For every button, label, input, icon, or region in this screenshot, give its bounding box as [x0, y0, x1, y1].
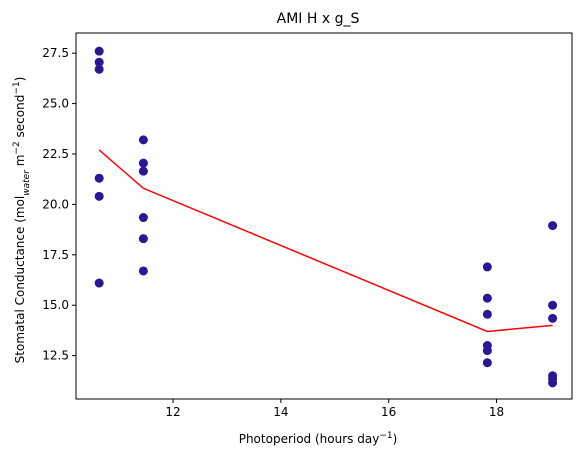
- x-tick-label: 14: [273, 405, 288, 419]
- x-axis-title-main: Photoperiod (hours day: [239, 432, 380, 446]
- scatter-point: [139, 167, 148, 176]
- y-axis-title-sub: water: [22, 169, 32, 196]
- x-tick-label: 18: [489, 405, 504, 419]
- scatter-point: [139, 266, 148, 275]
- y-axis-title-pre: Stomatal Conductance (mol: [13, 196, 27, 364]
- y-axis-title-mid2: second: [13, 95, 27, 142]
- y-tick-label: 12.5: [42, 349, 69, 363]
- scatter-point: [95, 279, 104, 288]
- y-tick-label: 25.0: [42, 97, 69, 111]
- scatter-point: [483, 262, 492, 271]
- scatter-point: [548, 314, 557, 323]
- y-axis-title-sup1: −2: [12, 141, 22, 154]
- y-axis-title: Stomatal Conductance (molwater m−2 secon…: [12, 77, 32, 364]
- y-axis-title-tail: ): [13, 77, 27, 82]
- scatter-point: [548, 221, 557, 230]
- x-axis-title: Photoperiod (hours day−1): [239, 431, 398, 446]
- y-tick-label: 20.0: [42, 197, 69, 211]
- y-axis-title-sup2: −1: [12, 81, 22, 94]
- scatter-point: [139, 135, 148, 144]
- scatter-point: [95, 47, 104, 56]
- scatter-point: [139, 234, 148, 243]
- scatter-point: [139, 159, 148, 168]
- y-axis-title-mid: m: [13, 155, 27, 171]
- scatter-point: [548, 378, 557, 387]
- x-tick-label: 12: [165, 405, 180, 419]
- scatter-point: [548, 301, 557, 310]
- scatter-point: [95, 192, 104, 201]
- scatter-point: [483, 346, 492, 355]
- x-tick-label: 16: [381, 405, 396, 419]
- plot-area: 12 14 16 18 12.5 15.0 17.5 20.0 22.5 25.0 27.5: [42, 33, 572, 419]
- x-axis-title-sup: −1: [379, 431, 392, 441]
- plot-frame: [76, 33, 572, 399]
- y-tick-label: 15.0: [42, 298, 69, 312]
- y-tick-label: 22.5: [42, 147, 69, 161]
- scatter-point: [95, 65, 104, 74]
- scatter-point: [95, 174, 104, 183]
- y-tick-label: 17.5: [42, 248, 69, 262]
- scatter-point: [483, 294, 492, 303]
- scatter-point: [483, 310, 492, 319]
- chart-title: AMI H x g_S: [277, 11, 360, 27]
- scatter-point: [139, 213, 148, 222]
- y-tick-label: 27.5: [42, 46, 69, 60]
- trend-line: [99, 150, 552, 331]
- x-axis-title-tail: ): [393, 432, 398, 446]
- scatter-point: [483, 358, 492, 367]
